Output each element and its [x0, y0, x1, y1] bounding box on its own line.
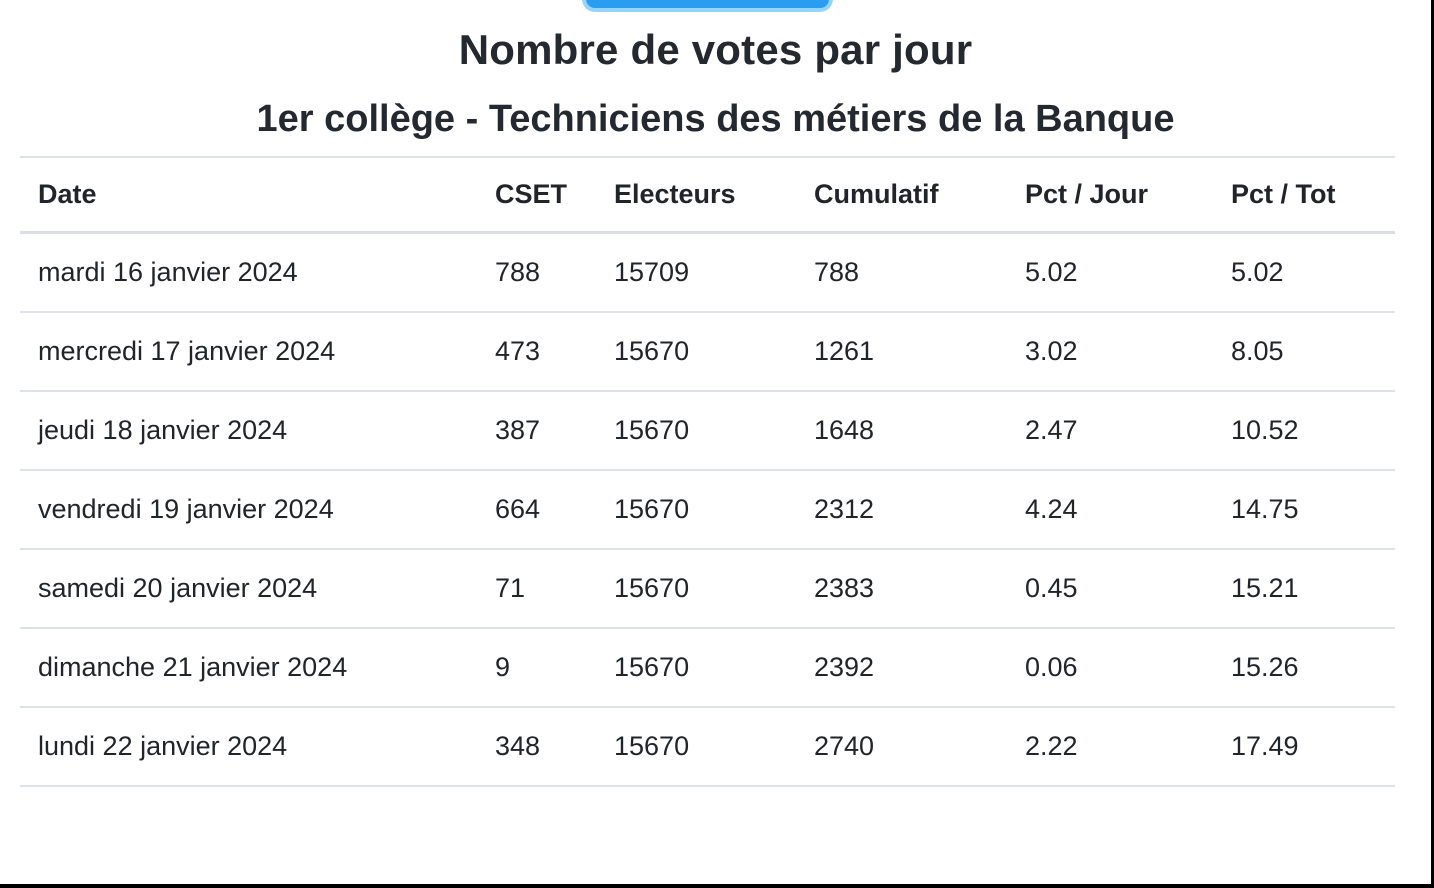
column-header-pct-tot: Pct / Tot — [1213, 156, 1395, 234]
cell-pct-jour: 3.02 — [1007, 311, 1213, 392]
table-row: dimanche 21 janvier 2024 9 15670 2392 0.… — [20, 627, 1395, 708]
table-row: vendredi 19 janvier 2024 664 15670 2312 … — [20, 469, 1395, 550]
table-row: samedi 20 janvier 2024 71 15670 2383 0.4… — [20, 548, 1395, 629]
cell-pct-jour: 5.02 — [1007, 232, 1213, 313]
cell-date: mardi 16 janvier 2024 — [20, 232, 477, 313]
cell-electeurs: 15709 — [596, 232, 796, 313]
cell-pct-jour: 2.22 — [1007, 706, 1213, 787]
cell-electeurs: 15670 — [596, 390, 796, 471]
cell-date: vendredi 19 janvier 2024 — [20, 469, 477, 550]
cell-date: mercredi 17 janvier 2024 — [20, 311, 477, 392]
table-row: lundi 22 janvier 2024 348 15670 2740 2.2… — [20, 706, 1395, 787]
page-header: Nombre de votes par jour 1er collège - T… — [0, 0, 1431, 142]
cell-cumulatif: 788 — [796, 232, 1007, 313]
cell-pct-tot: 15.21 — [1213, 548, 1395, 629]
cell-pct-tot: 10.52 — [1213, 390, 1395, 471]
column-header-cset: CSET — [477, 156, 596, 234]
cell-cset: 664 — [477, 469, 596, 550]
cell-pct-tot: 15.26 — [1213, 627, 1395, 708]
top-cutoff-button[interactable] — [586, 0, 829, 8]
cell-cumulatif: 2392 — [796, 627, 1007, 708]
cell-electeurs: 15670 — [596, 469, 796, 550]
votes-per-day-table: Date CSET Electeurs Cumulatif Pct / Jour… — [20, 155, 1395, 787]
column-header-date: Date — [20, 156, 477, 234]
cell-cset: 71 — [477, 548, 596, 629]
column-header-pct-jour: Pct / Jour — [1007, 156, 1213, 234]
cell-cset: 387 — [477, 390, 596, 471]
cell-electeurs: 15670 — [596, 311, 796, 392]
column-header-cumulatif: Cumulatif — [796, 156, 1007, 234]
cell-electeurs: 15670 — [596, 627, 796, 708]
cell-pct-tot: 14.75 — [1213, 469, 1395, 550]
cell-pct-jour: 2.47 — [1007, 390, 1213, 471]
page-subtitle: 1er collège - Techniciens des métiers de… — [256, 98, 1175, 141]
cell-cset: 9 — [477, 627, 596, 708]
cell-electeurs: 15670 — [596, 548, 796, 629]
cell-cset: 788 — [477, 232, 596, 313]
cell-pct-jour: 0.45 — [1007, 548, 1213, 629]
cell-pct-tot: 5.02 — [1213, 232, 1395, 313]
cell-date: jeudi 18 janvier 2024 — [20, 390, 477, 471]
cell-electeurs: 15670 — [596, 706, 796, 787]
table-row: mardi 16 janvier 2024 788 15709 788 5.02… — [20, 232, 1395, 313]
cell-cumulatif: 2383 — [796, 548, 1007, 629]
cell-pct-jour: 0.06 — [1007, 627, 1213, 708]
cell-cumulatif: 1648 — [796, 390, 1007, 471]
cell-pct-jour: 4.24 — [1007, 469, 1213, 550]
cell-cumulatif: 1261 — [796, 311, 1007, 392]
column-header-electeurs: Electeurs — [596, 156, 796, 234]
cell-cumulatif: 2312 — [796, 469, 1007, 550]
cell-date: samedi 20 janvier 2024 — [20, 548, 477, 629]
table-row: jeudi 18 janvier 2024 387 15670 1648 2.4… — [20, 390, 1395, 471]
cell-cset: 473 — [477, 311, 596, 392]
table-row: mercredi 17 janvier 2024 473 15670 1261 … — [20, 311, 1395, 392]
cell-cset: 348 — [477, 706, 596, 787]
cell-date: lundi 22 janvier 2024 — [20, 706, 477, 787]
page-title: Nombre de votes par jour — [458, 26, 973, 73]
table-header-row: Date CSET Electeurs Cumulatif Pct / Jour… — [20, 156, 1395, 234]
cell-date: dimanche 21 janvier 2024 — [20, 627, 477, 708]
cell-cumulatif: 2740 — [796, 706, 1007, 787]
cell-pct-tot: 8.05 — [1213, 311, 1395, 392]
cell-pct-tot: 17.49 — [1213, 706, 1395, 787]
